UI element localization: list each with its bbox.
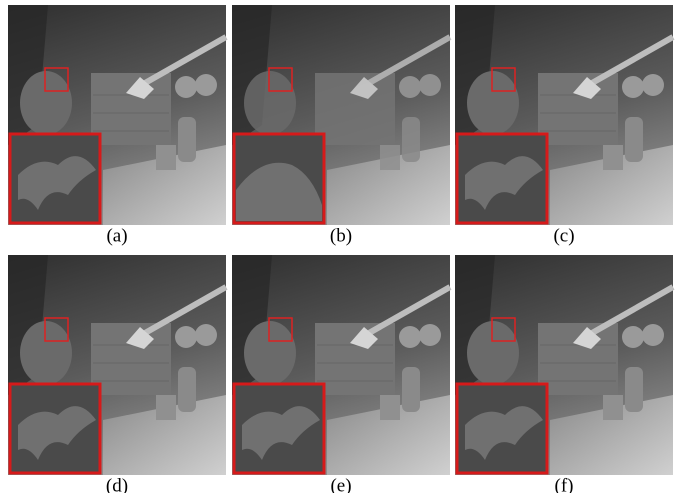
vase	[178, 367, 196, 412]
depth-panel	[455, 5, 673, 225]
plant	[244, 71, 296, 135]
flower	[195, 324, 217, 346]
figure: (a) (b) (c) (d) (e) (f)	[0, 0, 677, 493]
depth-panel	[8, 255, 226, 475]
plant	[467, 71, 519, 135]
vase	[402, 367, 420, 412]
depth-panel	[232, 255, 450, 475]
cup	[380, 145, 400, 170]
flower	[175, 326, 197, 348]
flower	[642, 324, 664, 346]
panel-label: (c)	[553, 225, 574, 246]
cup	[603, 145, 623, 170]
flower	[399, 76, 421, 98]
plant	[20, 321, 72, 385]
panel-label: (b)	[330, 225, 352, 246]
panel-label: (d)	[106, 475, 128, 493]
dresser	[91, 73, 171, 145]
dresser	[315, 323, 395, 395]
flower	[622, 76, 644, 98]
vase	[625, 117, 643, 162]
panel-label: (f)	[555, 475, 574, 493]
page: {"figure": {"labels": ["(a)", "(b)", "(c…	[0, 0, 677, 493]
dresser	[538, 73, 618, 145]
dresser	[315, 73, 395, 145]
panel-label: (e)	[330, 475, 351, 493]
depth-panel	[8, 5, 226, 225]
cup	[156, 145, 176, 170]
flower	[642, 74, 664, 96]
flower	[419, 74, 441, 96]
plant	[20, 71, 72, 135]
flower	[195, 74, 217, 96]
flower	[419, 324, 441, 346]
cup	[603, 395, 623, 420]
dresser	[91, 323, 171, 395]
panel-label: (a)	[106, 225, 127, 246]
depth-panel	[455, 255, 673, 475]
cup	[380, 395, 400, 420]
depth-panel	[232, 5, 450, 225]
dresser	[538, 323, 618, 395]
vase	[625, 367, 643, 412]
plant	[467, 321, 519, 385]
cup	[156, 395, 176, 420]
flower	[175, 76, 197, 98]
plant	[244, 321, 296, 385]
flower	[399, 326, 421, 348]
flower	[622, 326, 644, 348]
vase	[402, 117, 420, 162]
vase	[178, 117, 196, 162]
